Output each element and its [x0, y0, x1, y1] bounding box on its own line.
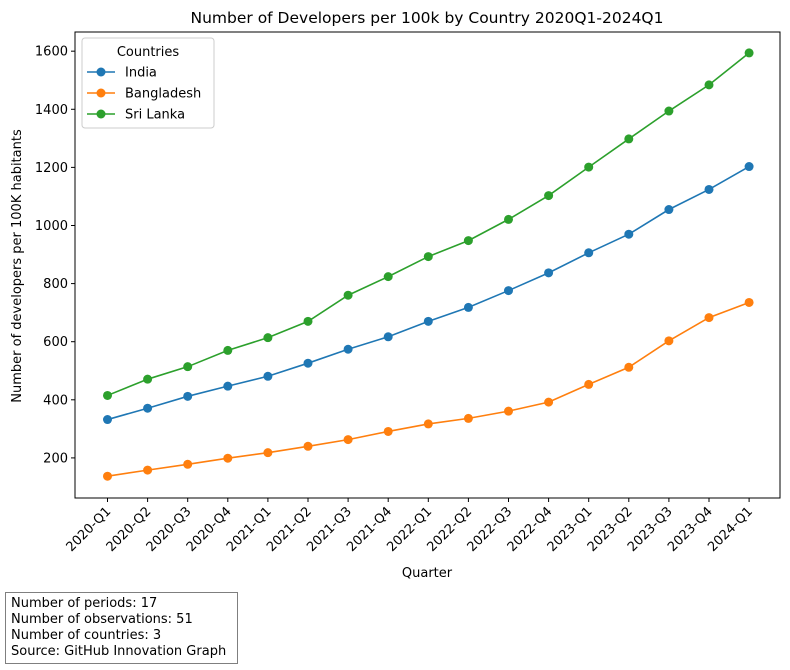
data-point	[383, 426, 393, 436]
data-point	[143, 465, 153, 475]
chart-title: Number of Developers per 100k by Country…	[191, 9, 664, 27]
data-point	[584, 162, 594, 172]
data-point	[103, 415, 112, 425]
y-tick-label: 1200	[35, 161, 68, 176]
data-point	[664, 205, 674, 215]
y-tick-label: 1000	[35, 219, 68, 234]
data-point	[383, 272, 393, 282]
data-point	[624, 229, 634, 239]
data-point	[343, 344, 353, 354]
data-point	[504, 214, 513, 224]
legend-title: Countries	[117, 45, 180, 60]
legend-marker	[96, 109, 106, 119]
data-point	[143, 403, 153, 413]
y-tick-label: 400	[43, 393, 68, 408]
line-chart: Number of Developers per 100k by Country…	[10, 9, 781, 581]
y-tick-label: 800	[43, 277, 68, 292]
data-point	[343, 290, 353, 300]
data-point	[463, 413, 473, 423]
data-point	[624, 362, 634, 372]
data-point	[744, 48, 754, 58]
data-point	[343, 435, 353, 445]
data-point	[223, 381, 233, 391]
legend: Countries India Bangladesh Sri Lanka	[81, 37, 215, 129]
data-point	[303, 441, 313, 451]
data-point	[143, 374, 153, 384]
data-point	[544, 397, 554, 407]
note-source: Source: GitHub Innovation Graph	[11, 644, 227, 659]
y-tick-label: 200	[43, 451, 68, 466]
axes-frame	[74, 31, 781, 499]
data-point	[664, 106, 674, 116]
data-point	[624, 134, 634, 144]
legend-frame	[81, 37, 215, 129]
data-point	[463, 302, 473, 312]
legend-label: Bangladesh	[125, 87, 201, 102]
series-line	[107, 301, 750, 478]
data-point	[744, 297, 754, 307]
data-point	[183, 459, 193, 469]
series-bangladesh	[103, 297, 754, 481]
note-periods: Number of periods: 17	[11, 596, 158, 611]
note-countries: Number of countries: 3	[11, 628, 162, 643]
y-tick-label: 1600	[35, 45, 68, 60]
series-line	[107, 165, 750, 421]
data-point	[544, 191, 554, 201]
data-point	[183, 391, 193, 401]
data-point	[423, 316, 433, 326]
legend-marker	[96, 88, 106, 98]
y-tick-label: 1400	[35, 103, 68, 118]
note-observations: Number of observations: 51	[11, 612, 193, 627]
y-axis-label: Number of developers per 100K habitants	[10, 129, 25, 403]
data-point	[383, 332, 393, 342]
data-point	[744, 162, 754, 172]
series-sri-lanka	[103, 48, 754, 400]
data-point	[303, 358, 313, 368]
series-india	[103, 162, 754, 425]
data-point	[103, 390, 112, 400]
legend-label: India	[125, 66, 157, 81]
data-point	[544, 268, 554, 278]
y-tick-label: 600	[43, 335, 68, 350]
data-point	[504, 406, 513, 416]
data-point	[463, 236, 473, 246]
data-point	[584, 379, 594, 389]
legend-marker	[96, 67, 106, 77]
data-point	[704, 313, 714, 323]
summary-note-box: Number of periods: 17 Number of observat…	[5, 592, 238, 664]
data-point	[303, 316, 313, 326]
data-point	[103, 471, 112, 481]
data-point	[263, 371, 273, 381]
data-point	[504, 286, 513, 296]
x-axis-label: Quarter	[402, 566, 453, 581]
data-point	[423, 419, 433, 429]
data-point	[223, 345, 233, 355]
data-point	[664, 336, 674, 346]
legend-label: Sri Lanka	[125, 108, 185, 123]
data-point	[584, 248, 594, 258]
data-point	[263, 448, 273, 458]
data-point	[183, 362, 193, 372]
data-point	[423, 252, 433, 262]
data-point	[223, 453, 233, 463]
data-point	[704, 184, 714, 194]
data-point	[263, 333, 273, 343]
data-point	[704, 80, 714, 90]
